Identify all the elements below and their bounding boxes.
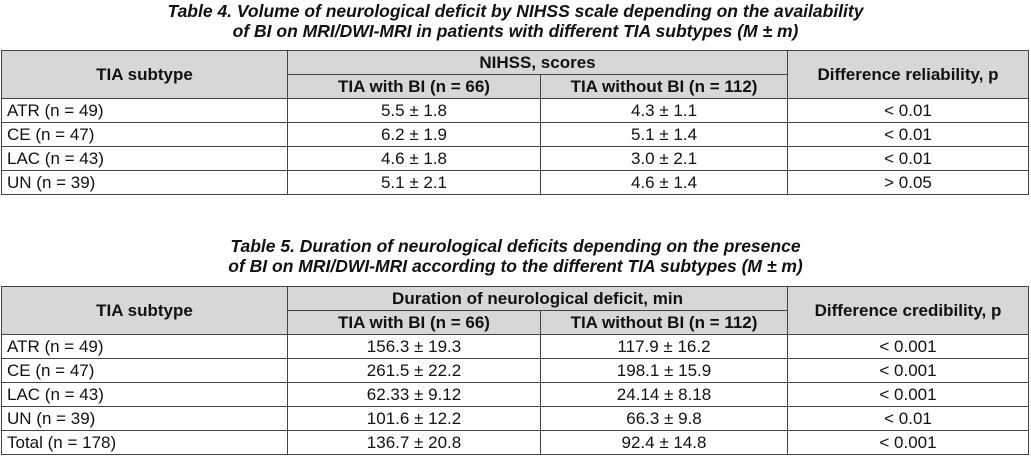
cell-subtype: ATR (n = 49) <box>1 334 288 359</box>
table-row: UN (n = 39) 5.1 ± 2.1 4.6 ± 1.4 > 0.05 <box>1 170 1030 195</box>
cell-with-bi: 156.3 ± 19.3 <box>287 334 541 359</box>
table5: TIA subtype Duration of neurological def… <box>1 286 1029 455</box>
table5-header-subtype: TIA subtype <box>1 286 288 335</box>
table-row: CE (n = 47) 261.5 ± 22.2 198.1 ± 15.9 < … <box>1 358 1029 383</box>
cell-subtype: ATR (n = 49) <box>1 98 288 123</box>
cell-with-bi: 136.7 ± 20.8 <box>287 430 541 455</box>
cell-p: < 0.01 <box>787 122 1030 147</box>
table4-header-without-bi: TIA without BI (n = 112) <box>539 74 789 99</box>
cell-without-bi: 4.6 ± 1.4 <box>539 170 789 195</box>
table-row: LAC (n = 43) 4.6 ± 1.8 3.0 ± 2.1 < 0.01 <box>1 146 1030 171</box>
table5-header-p: Difference credibility, p <box>787 286 1029 335</box>
cell-subtype: CE (n = 47) <box>1 122 288 147</box>
table-row: ATR (n = 49) 156.3 ± 19.3 117.9 ± 16.2 <… <box>1 334 1029 359</box>
table4-header-p: Difference reliability, p <box>787 50 1030 99</box>
table-row: Total (n = 178) 136.7 ± 20.8 92.4 ± 14.8… <box>1 430 1029 455</box>
cell-subtype: LAC (n = 43) <box>1 146 288 171</box>
table-row: CE (n = 47) 6.2 ± 1.9 5.1 ± 1.4 < 0.01 <box>1 122 1030 147</box>
table5-header-with-bi: TIA with BI (n = 66) <box>287 310 541 335</box>
cell-with-bi: 5.5 ± 1.8 <box>287 98 541 123</box>
table-row: ATR (n = 49) 5.5 ± 1.8 4.3 ± 1.1 < 0.01 <box>1 98 1030 123</box>
cell-without-bi: 4.3 ± 1.1 <box>539 98 789 123</box>
cell-p: < 0.001 <box>787 358 1029 383</box>
cell-without-bi: 5.1 ± 1.4 <box>539 122 789 147</box>
cell-p: < 0.001 <box>787 430 1029 455</box>
cell-with-bi: 5.1 ± 2.1 <box>287 170 541 195</box>
table4-header-group: NIHSS, scores <box>286 50 789 75</box>
cell-subtype: Total (n = 178) <box>1 430 288 455</box>
cell-with-bi: 62.33 ± 9.12 <box>287 382 541 407</box>
cell-without-bi: 66.3 ± 9.8 <box>540 406 788 431</box>
cell-with-bi: 261.5 ± 22.2 <box>287 358 541 383</box>
cell-without-bi: 24.14 ± 8.18 <box>540 382 788 407</box>
cell-p: > 0.05 <box>787 170 1030 195</box>
table4-header-with-bi: TIA with BI (n = 66) <box>287 74 541 99</box>
cell-subtype: LAC (n = 43) <box>1 382 288 407</box>
table5-caption: Table 5. Duration of neurological defici… <box>0 236 1031 276</box>
cell-without-bi: 3.0 ± 2.1 <box>539 146 789 171</box>
table4: TIA subtype NIHSS, scores Difference rel… <box>1 50 1030 195</box>
table-row: UN (n = 39) 101.6 ± 12.2 66.3 ± 9.8 < 0.… <box>1 406 1029 431</box>
cell-without-bi: 198.1 ± 15.9 <box>540 358 788 383</box>
table4-header-subtype: TIA subtype <box>1 50 288 99</box>
cell-with-bi: 101.6 ± 12.2 <box>287 406 541 431</box>
cell-without-bi: 92.4 ± 14.8 <box>540 430 788 455</box>
cell-with-bi: 4.6 ± 1.8 <box>287 146 541 171</box>
table4-caption-line1: Table 4. Volume of neurological deficit … <box>167 1 864 21</box>
cell-subtype: UN (n = 39) <box>1 170 288 195</box>
table-row: LAC (n = 43) 62.33 ± 9.12 24.14 ± 8.18 <… <box>1 382 1029 407</box>
cell-p: < 0.001 <box>787 334 1029 359</box>
table5-caption-line1: Table 5. Duration of neurological defici… <box>230 236 801 256</box>
table5-header-without-bi: TIA without BI (n = 112) <box>540 310 788 335</box>
table4-caption-line2: of BI on MRI/DWI-MRI in patients with di… <box>232 21 799 41</box>
cell-p: < 0.01 <box>787 406 1029 431</box>
cell-p: < 0.01 <box>787 146 1030 171</box>
cell-subtype: UN (n = 39) <box>1 406 288 431</box>
cell-with-bi: 6.2 ± 1.9 <box>287 122 541 147</box>
table4-caption: Table 4. Volume of neurological deficit … <box>0 1 1031 41</box>
cell-without-bi: 117.9 ± 16.2 <box>540 334 788 359</box>
table5-header-group: Duration of neurological deficit, min <box>287 286 788 311</box>
cell-p: < 0.001 <box>787 382 1029 407</box>
table5-caption-line2: of BI on MRI/DWI-MRI according to the di… <box>228 256 803 276</box>
cell-p: < 0.01 <box>787 98 1030 123</box>
cell-subtype: CE (n = 47) <box>1 358 288 383</box>
